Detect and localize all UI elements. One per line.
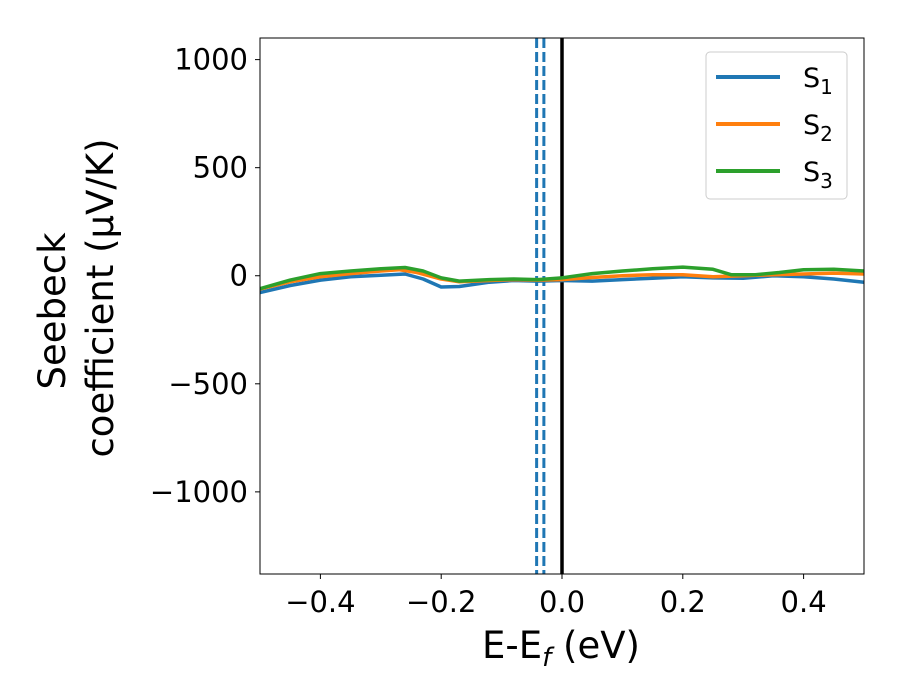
y-axis-label-line2: coefficient (μV/K) — [79, 138, 122, 457]
y-tick-label: −500 — [168, 367, 248, 401]
y-tick-label: 1000 — [174, 43, 248, 77]
legend-label-s2: S2 — [803, 110, 833, 146]
y-tick-label: 500 — [193, 151, 248, 185]
plot-lines — [260, 38, 864, 574]
y-tick-label: −1000 — [150, 475, 248, 509]
y-axis-label-line1: Seebeck — [31, 232, 74, 390]
series-line-s3 — [260, 265, 864, 291]
x-tick-label: −0.4 — [285, 585, 355, 619]
legend-label-s1: S1 — [803, 63, 833, 99]
x-tick-label: 0.4 — [781, 585, 827, 619]
y-tick-label: 0 — [230, 259, 248, 293]
x-tick-label: 0.2 — [660, 585, 706, 619]
x-axis-label: E-Ef (eV) — [482, 624, 640, 673]
y-axis-ticks: −1000 −500 0 500 1000 — [150, 43, 260, 509]
legend-label-s3: S3 — [803, 157, 833, 193]
x-tick-label: −0.2 — [406, 585, 476, 619]
x-tick-label: 0.0 — [539, 585, 585, 619]
legend: S1 S2 S3 — [705, 51, 848, 200]
x-axis-ticks: −0.4 −0.2 0.0 0.2 0.4 — [285, 574, 827, 619]
